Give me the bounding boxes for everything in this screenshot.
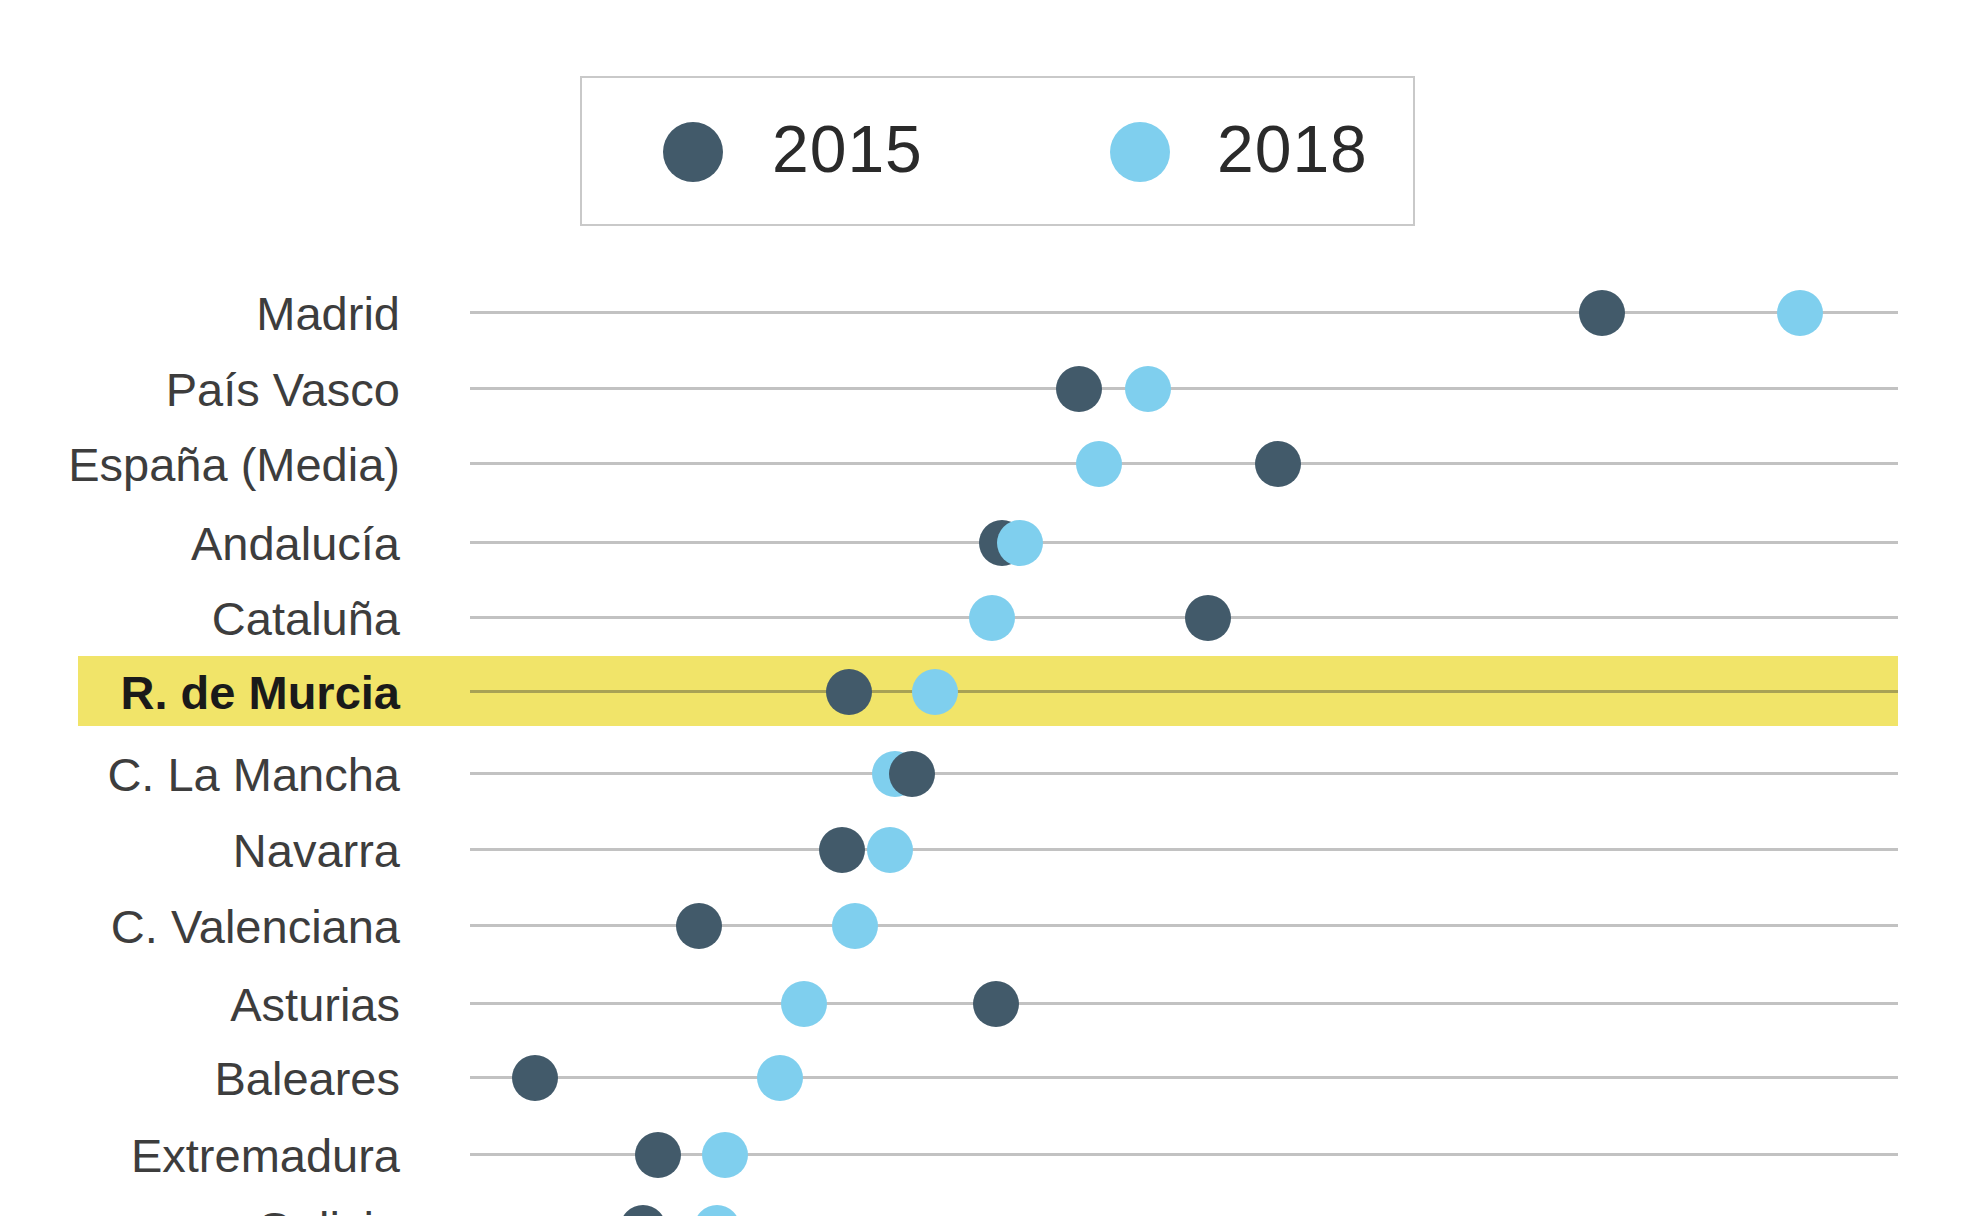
row-gridline bbox=[470, 1002, 1898, 1005]
dot-2015 bbox=[973, 981, 1019, 1027]
dot-2018 bbox=[1125, 366, 1171, 412]
dot-2018 bbox=[912, 669, 958, 715]
row-label: C. Valenciana bbox=[0, 891, 400, 961]
legend-swatch-2015-icon bbox=[663, 122, 723, 182]
dot-2018 bbox=[832, 903, 878, 949]
dot-2018 bbox=[757, 1055, 803, 1101]
row-label: Extremadura bbox=[0, 1120, 400, 1190]
dot-2015 bbox=[1579, 290, 1625, 336]
row-label: Galicia bbox=[0, 1193, 400, 1216]
row-label: España (Media) bbox=[0, 429, 400, 499]
row-label: Cataluña bbox=[0, 583, 400, 653]
dot-2015 bbox=[1185, 595, 1231, 641]
dot-2018 bbox=[781, 981, 827, 1027]
legend-label-2015: 2015 bbox=[772, 111, 923, 187]
dot-2015 bbox=[635, 1132, 681, 1178]
dot-2015 bbox=[889, 751, 935, 797]
row-label: País Vasco bbox=[0, 354, 400, 424]
row-gridline bbox=[470, 690, 1898, 693]
dot-2018 bbox=[997, 520, 1043, 566]
dot-2015 bbox=[676, 903, 722, 949]
row-gridline bbox=[470, 1153, 1898, 1156]
dot-2018 bbox=[1777, 290, 1823, 336]
dot-2018 bbox=[702, 1132, 748, 1178]
dot-2015 bbox=[620, 1205, 666, 1216]
dot-2015 bbox=[1255, 441, 1301, 487]
dot-2015 bbox=[819, 827, 865, 873]
row-label: Baleares bbox=[0, 1043, 400, 1113]
row-gridline bbox=[470, 616, 1898, 619]
legend-swatch-2018-icon bbox=[1110, 122, 1170, 182]
row-gridline bbox=[470, 848, 1898, 851]
dot-2018 bbox=[867, 827, 913, 873]
legend: 2015 2018 bbox=[580, 76, 1415, 226]
row-label: Asturias bbox=[0, 969, 400, 1039]
dot-plot-chart: 2015 2018 MadridPaís VascoEspaña (Media)… bbox=[0, 0, 1968, 1216]
dot-2018 bbox=[1076, 441, 1122, 487]
row-label: C. La Mancha bbox=[0, 739, 400, 809]
dot-2015 bbox=[1056, 366, 1102, 412]
row-label: Navarra bbox=[0, 815, 400, 885]
row-gridline bbox=[470, 1076, 1898, 1079]
legend-label-2018: 2018 bbox=[1217, 111, 1368, 187]
row-label: Andalucía bbox=[0, 508, 400, 578]
row-gridline bbox=[470, 541, 1898, 544]
dot-2015 bbox=[512, 1055, 558, 1101]
row-gridline bbox=[470, 311, 1898, 314]
row-label: Madrid bbox=[0, 278, 400, 348]
row-gridline bbox=[470, 772, 1898, 775]
row-gridline bbox=[470, 387, 1898, 390]
row-gridline bbox=[470, 462, 1898, 465]
dot-2018 bbox=[694, 1205, 740, 1216]
dot-2015 bbox=[826, 669, 872, 715]
row-label: R. de Murcia bbox=[0, 657, 400, 727]
dot-2018 bbox=[969, 595, 1015, 641]
